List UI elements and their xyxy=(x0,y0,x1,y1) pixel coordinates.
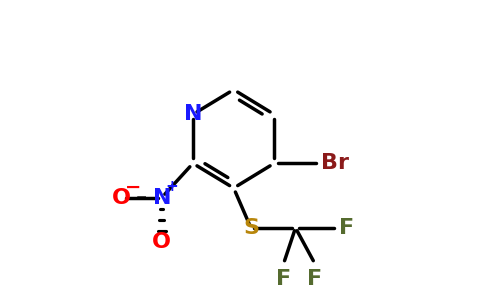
Text: F: F xyxy=(276,269,291,290)
Text: N: N xyxy=(152,188,171,208)
Text: +: + xyxy=(165,179,178,194)
Text: S: S xyxy=(243,218,259,238)
Text: −: − xyxy=(125,178,142,197)
Text: F: F xyxy=(307,269,322,290)
Text: N: N xyxy=(184,104,202,124)
Text: O: O xyxy=(112,188,131,208)
Text: O: O xyxy=(152,232,171,252)
Text: Br: Br xyxy=(321,153,349,173)
Text: F: F xyxy=(339,218,354,238)
Text: –: – xyxy=(136,188,147,208)
